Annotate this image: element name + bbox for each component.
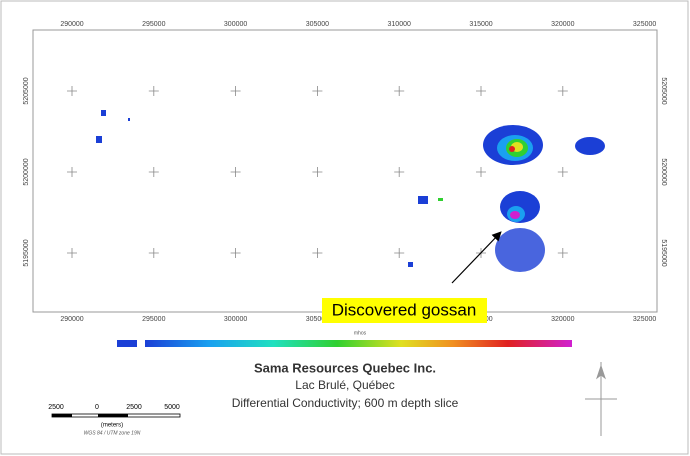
annotation-highlight [322, 298, 487, 323]
x-coordinate-top: 300000 [224, 21, 247, 28]
x-coordinate-bottom: 295000 [142, 316, 165, 323]
annotation: Discovered gossan [332, 300, 477, 319]
grid-cross [230, 248, 241, 258]
grid-cross [67, 86, 77, 96]
north-arrow [585, 362, 617, 436]
scale-bar: 2500 0 2500 5000 (meters) WGS 84 / UTM z… [48, 404, 181, 436]
x-coordinate-top: 310000 [388, 21, 411, 28]
x-coordinate-bottom: 300000 [224, 316, 247, 323]
grid-cross [394, 167, 405, 177]
x-coordinate-bottom: 290000 [60, 316, 83, 323]
grid-cross [394, 248, 405, 258]
grid-cross [557, 86, 568, 96]
grid-cross [312, 86, 323, 96]
grid-cross [67, 248, 77, 258]
grid-cross [148, 167, 159, 177]
subtitle: Lac Brulé, Québec [295, 378, 394, 392]
grid-cross [312, 248, 323, 258]
x-coordinate-bottom: 325000 [633, 316, 656, 323]
x-coordinate-top: 315000 [469, 21, 492, 28]
y-coordinate-right: 5200000 [660, 158, 667, 185]
colorbar-low [117, 340, 137, 347]
scale-label: 5000 [164, 404, 180, 411]
x-coordinate-top: 320000 [551, 21, 574, 28]
y-coordinate-right: 5195000 [660, 239, 667, 266]
grid-cross [476, 86, 486, 96]
grid-cross [557, 248, 568, 258]
legend-unit: mhos [354, 330, 367, 336]
y-coordinate-left: 5205000 [23, 77, 30, 104]
grid-cross [557, 167, 568, 177]
x-coordinate-top: 295000 [142, 21, 165, 28]
grid-cross [148, 248, 159, 258]
scale-label: 0 [95, 404, 99, 411]
grid-cross [394, 86, 405, 96]
x-coordinate-bottom: 305000 [306, 316, 329, 323]
grid-cross [148, 86, 159, 96]
title: Sama Resources Quebec Inc. [254, 360, 436, 375]
colorbar [145, 340, 572, 347]
y-coordinate-right: 5205000 [660, 77, 667, 104]
grid-cross [230, 167, 241, 177]
x-coordinate-top: 325000 [633, 21, 656, 28]
grid-cross [230, 86, 241, 96]
x-coordinate-top: 290000 [60, 21, 83, 28]
map-frame [32, 29, 658, 313]
conductivity-anomalies [96, 110, 605, 272]
grid-cross [476, 167, 486, 177]
x-coordinate-top: 305000 [306, 21, 329, 28]
scale-unit: (meters) [101, 423, 123, 429]
grid-cross [67, 167, 77, 177]
grid-cross [312, 167, 323, 177]
y-coordinate-left: 5200000 [23, 158, 30, 185]
y-coordinate-left: 5195000 [23, 239, 30, 266]
scale-label: 2500 [48, 404, 64, 411]
projection: WGS 84 / UTM zone 19N [84, 430, 141, 436]
annotation-arrow [451, 231, 502, 284]
caption: Differential Conductivity; 600 m depth s… [232, 396, 459, 410]
x-coordinate-bottom: 320000 [551, 316, 574, 323]
grid-crosses [67, 86, 568, 258]
scale-label: 2500 [126, 404, 142, 411]
